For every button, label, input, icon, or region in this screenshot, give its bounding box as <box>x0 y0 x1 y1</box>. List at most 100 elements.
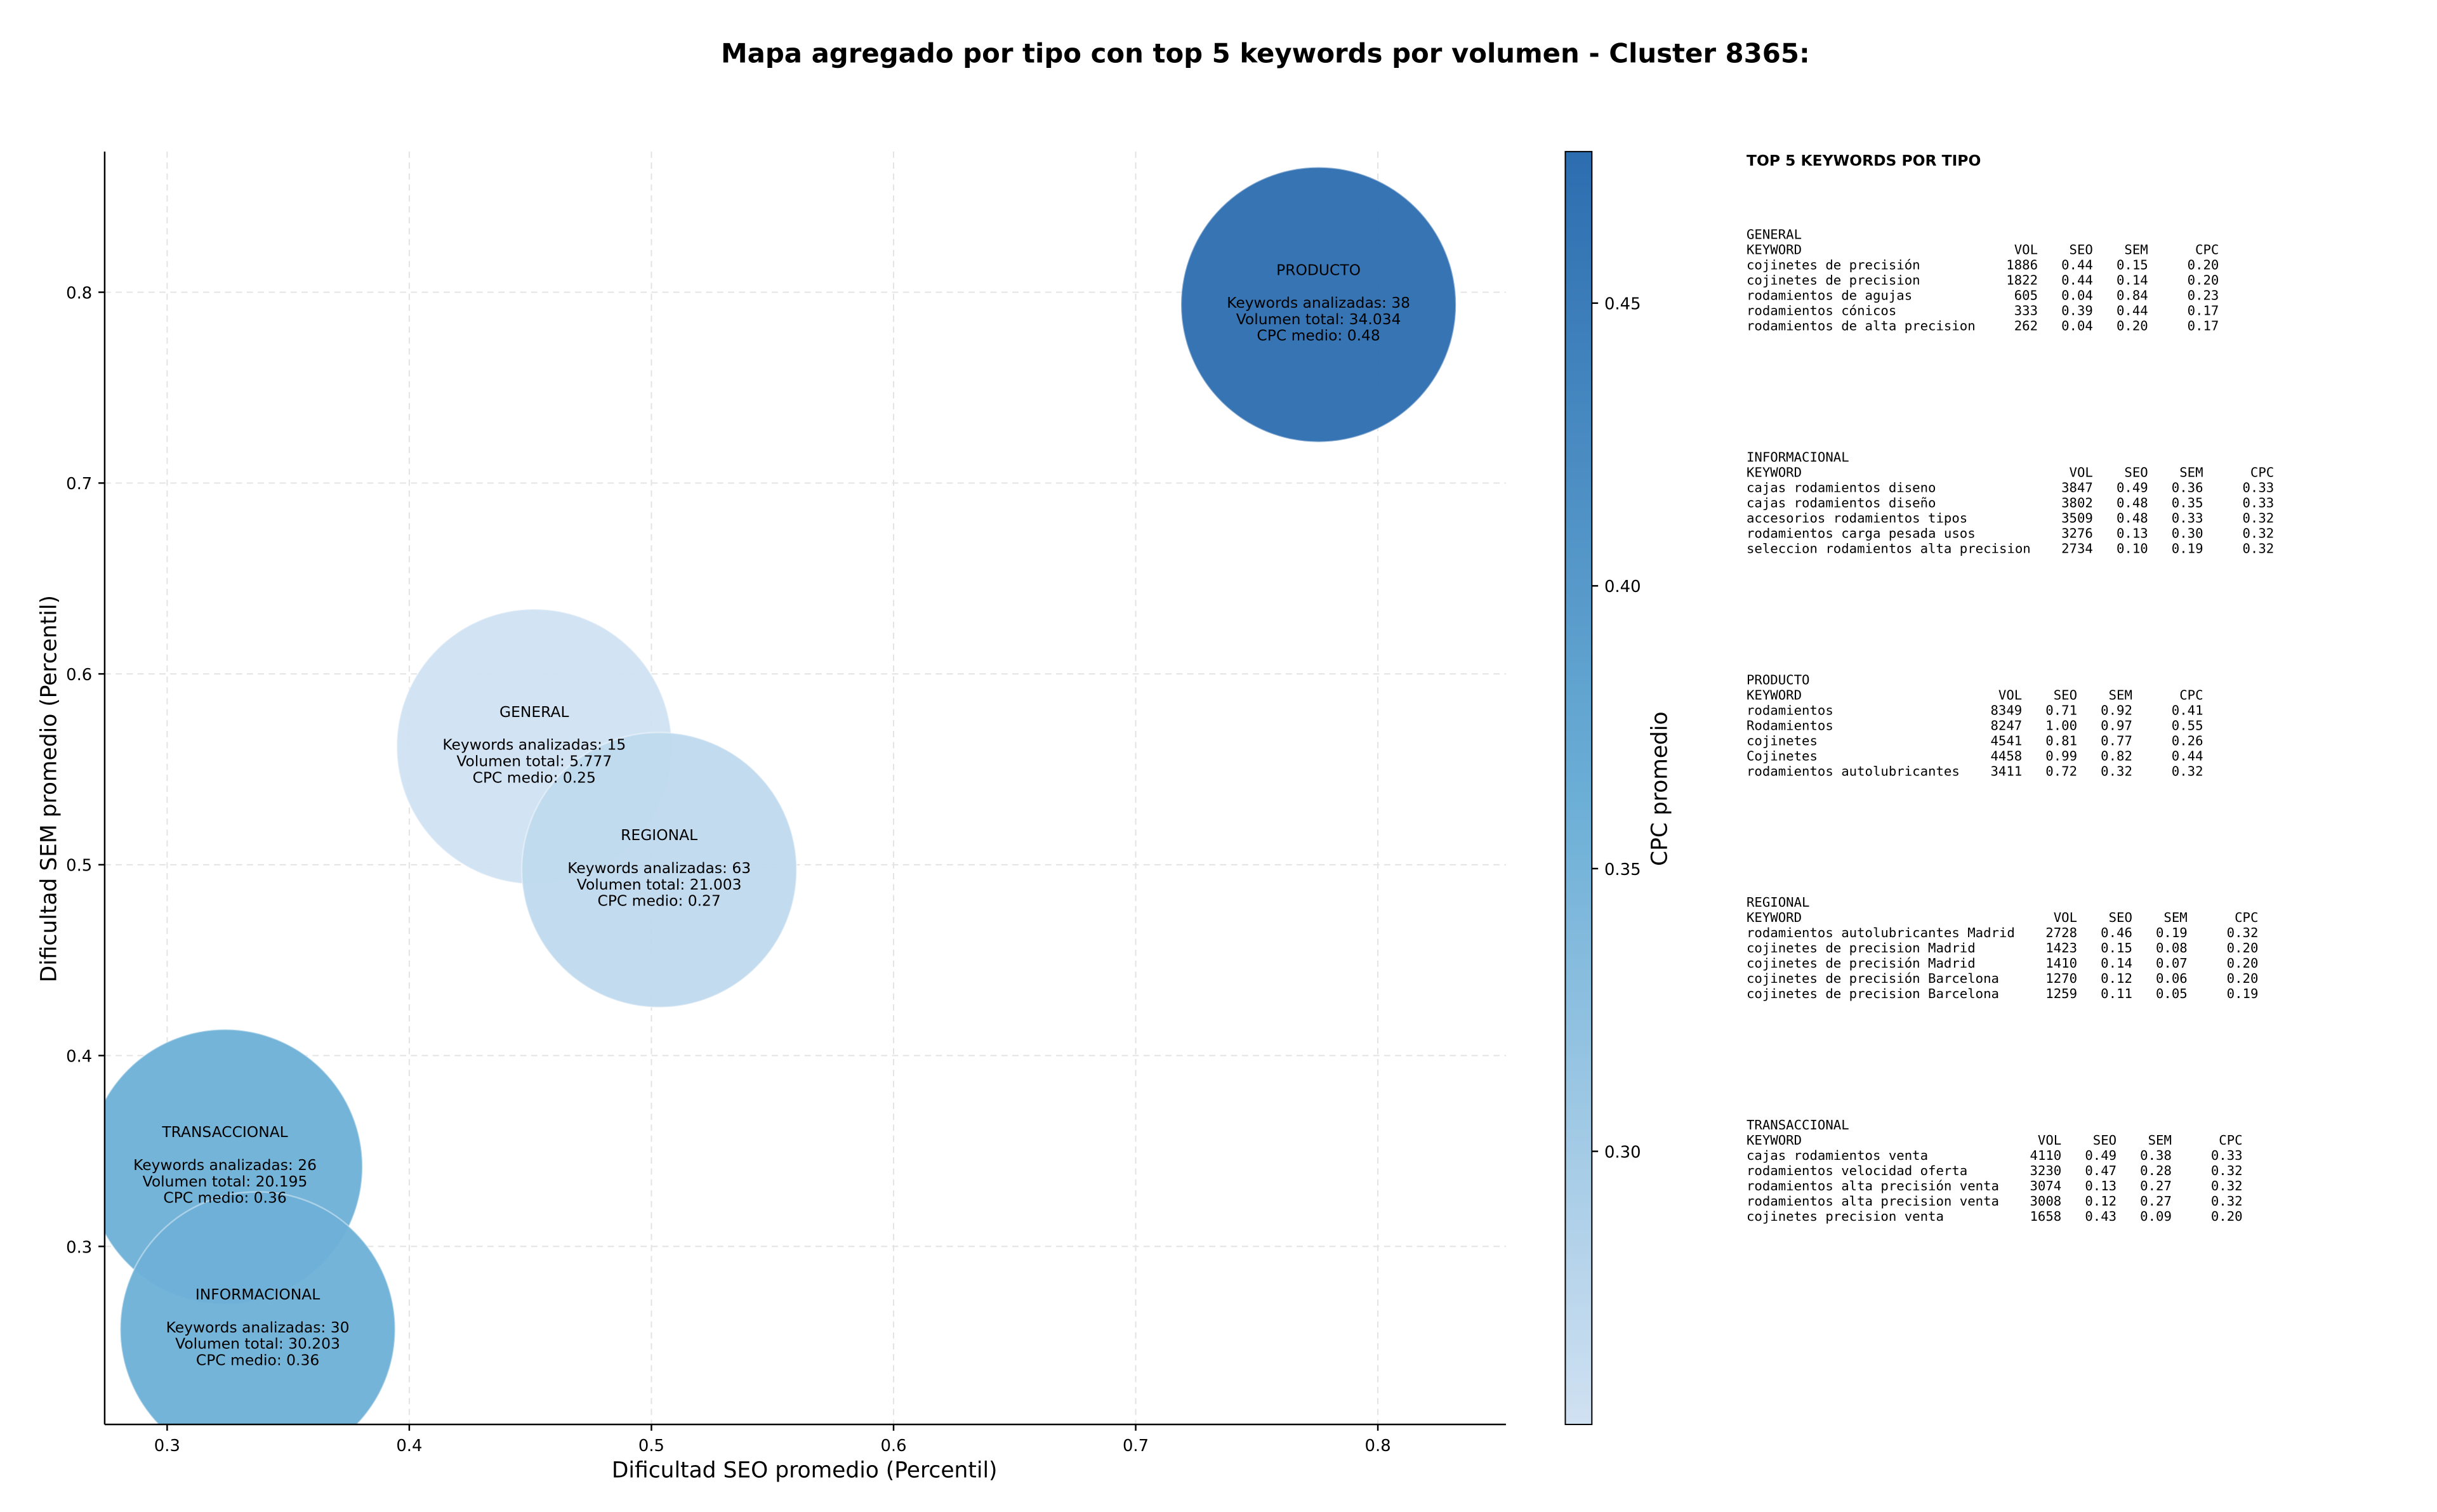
table-cell: 0.11 <box>2101 986 2132 1001</box>
table-cell: cojinetes <box>1747 733 1818 748</box>
table-header: SEM <box>2179 465 2203 480</box>
y-tick-label: 0.6 <box>66 666 92 685</box>
colorbar-label: CPC promedio <box>1647 711 1672 865</box>
table-cell: 0.20 <box>2188 273 2219 288</box>
table-cell: 605 <box>2014 288 2038 303</box>
table-cell: 0.20 <box>2227 956 2259 971</box>
table-cell: 0.97 <box>2101 718 2132 733</box>
table-cell: cojinetes de precisión Madrid <box>1747 956 1976 971</box>
table-header: KEYWORD <box>1747 910 1802 925</box>
table-cell: 0.49 <box>2085 1148 2117 1163</box>
table-cell: 0.05 <box>2156 986 2188 1001</box>
bubble-stat: Volumen total: 34.034 <box>1236 310 1401 328</box>
table-cell: 0.20 <box>2227 971 2259 986</box>
table-cell: 2734 <box>2061 541 2093 556</box>
table-cell: 0.32 <box>2211 1178 2243 1193</box>
table-cell: rodamientos alta precision venta <box>1747 1193 1999 1209</box>
table-header: KEYWORD <box>1747 242 1802 258</box>
table-cell: 0.44 <box>2061 273 2093 288</box>
table-cell: Rodamientos <box>1747 718 1833 733</box>
table-header: VOL <box>2014 242 2038 258</box>
bubble <box>1180 166 1457 443</box>
bubble <box>119 1191 396 1425</box>
table-cell: 0.44 <box>2061 258 2093 273</box>
bubble-stat: CPC medio: 0.48 <box>1257 327 1380 345</box>
table-cell: 0.20 <box>2227 940 2259 956</box>
x-tick-label: 0.4 <box>396 1436 422 1456</box>
table-cell: 0.26 <box>2172 733 2203 748</box>
table-cell: 4110 <box>2030 1148 2061 1163</box>
table-cell: 0.06 <box>2156 971 2188 986</box>
table-cell: Cojinetes <box>1747 748 1818 763</box>
table-cell: cojinetes precision venta <box>1747 1209 1944 1224</box>
table-cell: 3411 <box>1990 763 2022 779</box>
bubble-stat: Volumen total: 5.777 <box>456 752 612 770</box>
table-cell: 0.32 <box>2101 763 2132 779</box>
bubble-stat: Volumen total: 21.003 <box>577 876 742 893</box>
bubble-stat: CPC medio: 0.36 <box>163 1189 286 1207</box>
table-cell: 0.23 <box>2188 288 2219 303</box>
table-cell: 0.84 <box>2117 288 2148 303</box>
bubble-stat: Keywords analizadas: 26 <box>133 1156 317 1174</box>
x-tick-label: 0.7 <box>1123 1436 1149 1456</box>
table-header: SEO <box>2070 242 2093 258</box>
table-cell: 0.41 <box>2172 702 2203 718</box>
bubble-stat: Keywords analizadas: 38 <box>1227 294 1410 312</box>
y-tick-label: 0.5 <box>66 857 92 876</box>
x-axis-label: Dificultad SEO promedio (Percentil) <box>612 1458 998 1483</box>
table-cell: 0.36 <box>2172 480 2203 496</box>
table-cell: rodamientos de agujas <box>1747 288 1912 303</box>
table-cell: rodamientos alta precisión venta <box>1747 1178 1999 1193</box>
chart-title: Mapa agregado por tipo con top 5 keyword… <box>721 38 1810 69</box>
group-name: INFORMACIONAL <box>1747 450 1849 465</box>
table-cell: rodamientos de alta precision <box>1747 319 1976 334</box>
table-cell: 0.44 <box>2117 303 2148 319</box>
table-cell: 0.20 <box>2117 319 2148 334</box>
table-cell: rodamientos velocidad oferta <box>1747 1163 1967 1178</box>
table-cell: 0.15 <box>2117 258 2148 273</box>
table-header: KEYWORD <box>1747 687 1802 702</box>
table-cell: 0.13 <box>2085 1178 2117 1193</box>
colorbar <box>1564 150 1593 1426</box>
group-name: GENERAL <box>1747 227 1802 242</box>
table-cell: 0.19 <box>2156 925 2188 940</box>
bubble-stat: CPC medio: 0.25 <box>473 768 596 786</box>
table-cell: 0.33 <box>2172 511 2203 526</box>
table-cell: 1270 <box>2045 971 2077 986</box>
table-cell: 3276 <box>2061 526 2093 541</box>
table-header: CPC <box>2179 687 2203 702</box>
table-cell: 0.82 <box>2101 748 2132 763</box>
table-cell: 4458 <box>1990 748 2022 763</box>
group-name: TRANSACCIONAL <box>1747 1117 1849 1133</box>
bubble-name: REGIONAL <box>621 826 697 844</box>
table-cell: 0.71 <box>2045 702 2077 718</box>
table-cell: cojinetes de precisión Barcelona <box>1747 971 1999 986</box>
table-cell: 3847 <box>2061 480 2093 496</box>
table-header: SEM <box>2163 910 2187 925</box>
table-cell: 3230 <box>2030 1163 2061 1178</box>
table-cell: 0.32 <box>2242 511 2274 526</box>
table-header: KEYWORD <box>1747 465 1802 480</box>
table-cell: cojinetes de precision Madrid <box>1747 940 1976 956</box>
bubble-stat: Keywords analizadas: 30 <box>166 1318 350 1336</box>
table-header: SEO <box>2124 465 2148 480</box>
bubbles <box>104 166 1457 1425</box>
table-cell: 0.55 <box>2172 718 2203 733</box>
table-header: CPC <box>2250 465 2274 480</box>
bubble <box>520 732 798 1008</box>
table-cell: 1886 <box>2006 258 2038 273</box>
table-cell: 0.19 <box>2172 541 2203 556</box>
table-cell: seleccion rodamientos alta precision <box>1747 541 2031 556</box>
table-cell: 0.49 <box>2117 480 2148 496</box>
table-cell: 0.32 <box>2211 1193 2243 1209</box>
table-cell: 0.33 <box>2211 1148 2243 1163</box>
y-axis-label: Dificultad SEM promedio (Percentil) <box>37 595 62 982</box>
table-cell: accesorios rodamientos tipos <box>1747 511 1967 526</box>
bubble-stat: CPC medio: 0.36 <box>196 1351 319 1369</box>
table-cell: 1.00 <box>2045 718 2077 733</box>
y-tick-label: 0.7 <box>66 475 92 494</box>
bubble-name: GENERAL <box>499 703 569 721</box>
bubble-stat: Volumen total: 30.203 <box>175 1335 340 1353</box>
